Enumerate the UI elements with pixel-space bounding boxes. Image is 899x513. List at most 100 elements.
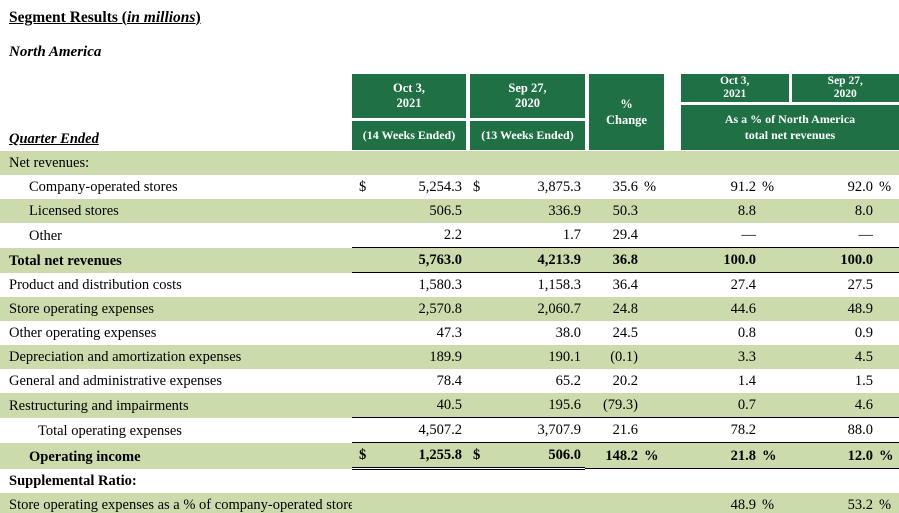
percent-sign: % <box>644 448 659 464</box>
dollar-2021-cell <box>352 417 370 443</box>
amount-2020-cell: 2,060.7 <box>537 301 582 317</box>
ratio-2020-value: 100.0 <box>840 252 873 268</box>
table-row: Other operating expenses 47.3 38.0 24.5 … <box>0 321 899 345</box>
quarter-ended-heading: Quarter Ended <box>9 131 99 147</box>
ratio-2021-cell: 27.4 <box>664 273 782 298</box>
ratio-oct-2021-date: Oct 3, 2021 <box>720 74 750 100</box>
ratio-2020-cell: 1.5 <box>782 369 899 393</box>
dollar-2020-cell <box>466 469 488 493</box>
pct-change-value: 35.6 <box>612 179 638 195</box>
pct-change-value: (0.1) <box>610 349 638 365</box>
amount-2020-cell: 336.9 <box>548 203 581 219</box>
ratio-2021-value: 91.2 <box>730 179 756 195</box>
pct-change-value: 21.6 <box>612 422 638 438</box>
ratio-2021-cell: 21.8% <box>664 442 782 469</box>
dollar-2020-cell <box>466 297 488 321</box>
col-header-sep-2020: Sep 27, 2020 (13 Weeks Ended) <box>470 74 585 150</box>
percent-sign: % <box>644 179 657 195</box>
ratio-2021-cell <box>664 151 782 175</box>
ratio-2021-value: 8.8 <box>737 203 756 219</box>
dollar-2021-cell <box>352 151 370 175</box>
pct-change-cell: 50.3 <box>585 199 664 223</box>
percent-sign: % <box>879 496 892 513</box>
pct-change-value: 24.5 <box>612 325 638 341</box>
page-title-italic: in millions <box>126 9 196 26</box>
page-title-suffix: ) <box>195 9 201 26</box>
pct-change-value: 36.4 <box>612 277 638 293</box>
dollar-2021-cell <box>352 393 370 418</box>
dollar-2020-cell: $ <box>466 442 488 470</box>
row-label: Depreciation and amortization expenses <box>9 349 242 365</box>
dollar-2020-cell <box>466 393 488 418</box>
table-row: Supplemental Ratio: <box>0 468 899 493</box>
amount-2021-cell: 2.2 <box>370 223 466 248</box>
dollar-2021-cell <box>352 345 370 369</box>
pct-change-cell <box>585 469 664 493</box>
amount-2021-cell: 1,255.8 <box>370 442 466 470</box>
ratio-2021-value: 48.9 <box>730 496 756 513</box>
ratio-2020-cell: 92.0% <box>782 175 899 199</box>
dollar-2021-cell <box>352 273 370 298</box>
table-header-area: Quarter Ended Oct 3, 2021 (14 Weeks Ende… <box>0 74 899 150</box>
ratio-2021-value: 21.8 <box>730 448 756 464</box>
col-header-pct-change: % Change <box>589 74 664 150</box>
amount-2020-cell: 38.0 <box>555 325 581 341</box>
dollar-2020-cell <box>466 493 488 513</box>
amount-2020-cell <box>488 151 585 175</box>
ratio-2021-cell: 100.0 <box>664 247 782 273</box>
ratio-2021-value: 44.6 <box>730 301 756 317</box>
amount-2020-cell: 190.1 <box>548 349 581 365</box>
page-title-prefix: Segment Results ( <box>9 9 127 26</box>
page-title: Segment Results (in millions) <box>9 9 899 27</box>
table-row: Licensed stores 506.5 336.9 50.3 8.8 8.0 <box>0 199 899 223</box>
table-row: Store operating expenses 2,570.8 2,060.7… <box>0 297 899 321</box>
amount-2021-cell <box>370 151 466 175</box>
pct-change-cell: (79.3) <box>585 393 664 418</box>
table-row: Total net revenues 5,763.0 4,213.9 36.8 … <box>0 247 899 273</box>
amount-2020-cell: 195.6 <box>488 393 585 418</box>
table-row: Other 2.2 1.7 29.4 — — <box>0 223 899 248</box>
pct-change-value: (79.3) <box>602 397 638 413</box>
ratio-2020-cell: 4.6 <box>782 393 899 418</box>
ratio-2020-value: 4.5 <box>854 349 873 365</box>
pct-change-cell: 24.5 <box>585 321 664 345</box>
amount-2020-cell: 4,213.9 <box>488 247 585 273</box>
table-row: Store operating expenses as a % of compa… <box>0 492 899 513</box>
ratio-2020-value: 1.5 <box>854 373 873 389</box>
pct-change-cell: 24.8 <box>585 297 664 321</box>
dollar-2021-cell <box>352 247 370 273</box>
ratio-2020-cell: 48.9 <box>782 297 899 321</box>
percent-sign: % <box>879 448 894 464</box>
pct-change-cell: 36.8 <box>585 247 664 273</box>
dollar-2021-cell <box>352 369 370 393</box>
table-row: Depreciation and amortization expenses 1… <box>0 345 899 369</box>
pct-change-value: 50.3 <box>612 203 638 219</box>
ratio-2020-value: 48.9 <box>847 301 873 317</box>
row-label: Restructuring and impairments <box>9 397 189 414</box>
ratio-2020-cell: — <box>782 223 899 248</box>
ratio-2020-value: 27.5 <box>847 277 873 293</box>
ratio-2020-cell: 12.0% <box>782 442 899 469</box>
row-label: General and administrative expenses <box>9 373 222 389</box>
pct-change-cell: 36.4 <box>585 273 664 298</box>
pct-change-value: 29.4 <box>612 227 638 243</box>
row-label: Licensed stores <box>29 203 119 219</box>
dollar-2020-cell <box>466 247 488 273</box>
ratio-2021-cell: 0.7 <box>664 393 782 418</box>
pct-change-value: 24.8 <box>612 301 638 317</box>
ratio-2021-cell: 48.9% <box>664 493 782 513</box>
amount-2020-cell: 65.2 <box>555 373 581 389</box>
ratio-2021-cell: 44.6 <box>664 297 782 321</box>
ratio-2021-cell <box>664 469 782 493</box>
ratio-2021-cell: 0.8 <box>664 321 782 345</box>
amount-2021-cell: 47.3 <box>436 325 462 341</box>
ratio-2020-value: 53.2 <box>847 496 873 513</box>
row-label: Total operating expenses <box>38 422 182 439</box>
amount-2020-cell <box>488 493 585 513</box>
ratio-2021-cell: 3.3 <box>664 345 782 369</box>
ratio-2020-value: 12.0 <box>847 448 873 464</box>
ratio-2020-cell: 0.9 <box>782 321 899 345</box>
table-row: Operating income $ 1,255.8 $ 506.0 148.2… <box>0 442 899 470</box>
ratio-group-caption: As a % of North America total net revenu… <box>724 111 856 142</box>
amount-2021-cell: 5,254.3 <box>418 179 463 195</box>
